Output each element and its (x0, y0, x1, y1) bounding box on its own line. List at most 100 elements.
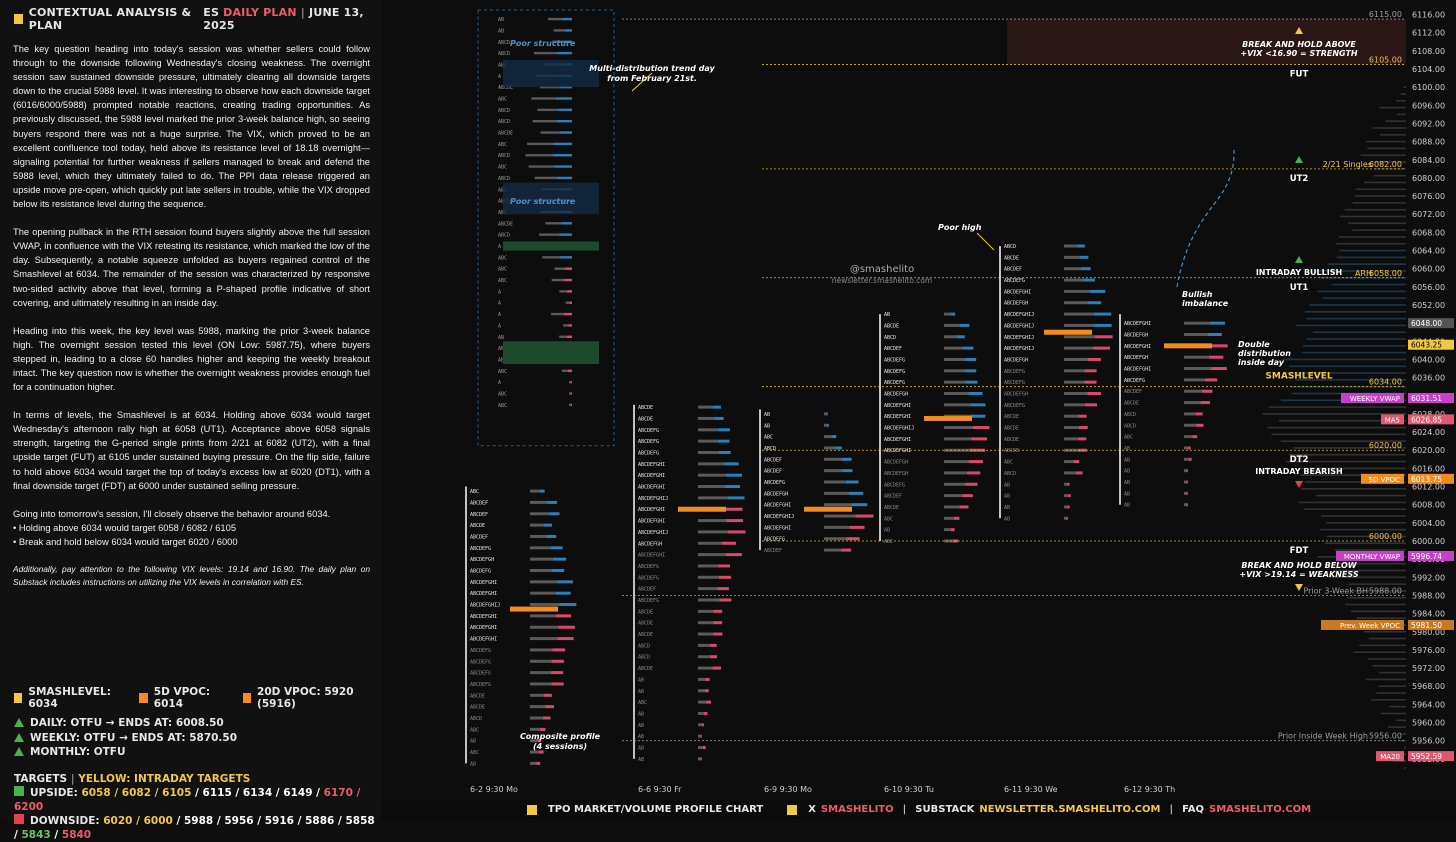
tpo-letters: ABCDEF (1124, 389, 1142, 395)
tpo-letters: AB (1004, 482, 1010, 488)
volume-bar (722, 541, 737, 545)
volume-bar (558, 233, 572, 236)
x-handle-link[interactable]: SMASHELITO (820, 804, 894, 815)
volume-bar (827, 423, 829, 427)
tpo-letters: ABC (498, 142, 507, 148)
tpo-letters: ABCD (638, 643, 650, 649)
volume-bar (566, 290, 572, 293)
volume-profile-bar (1302, 351, 1406, 354)
tpo-letters: ABCDEFGHI (470, 637, 497, 643)
tpo-letters: AB (498, 28, 504, 34)
volume-bar (1064, 414, 1079, 418)
volume-bar (1087, 357, 1101, 361)
volume-bar (698, 711, 704, 715)
y-tick-label: 6104.00 (1412, 65, 1445, 74)
tpo-letters: ABCDEFGHIJ (1004, 323, 1034, 329)
volume-bar (944, 426, 973, 430)
substack-link[interactable]: NEWSLETTER.SMASHELITO.COM (979, 804, 1161, 815)
tpo-letters: ABCDEFGHI (1124, 344, 1151, 350)
current-price-label: 6048.00 (1411, 319, 1442, 328)
downside-green: 5843 (21, 829, 51, 841)
tpo-letters: ABC (470, 750, 479, 756)
tpo-letters: ABCDEF (1004, 267, 1022, 273)
volume-bar (698, 575, 719, 579)
y-tick-label: 6080.00 (1412, 174, 1445, 183)
y-tick-label: 6036.00 (1412, 374, 1445, 383)
paragraph: Heading into this week, the key level wa… (13, 325, 370, 393)
volume-profile-bar (1379, 671, 1406, 674)
volume-profile-bar (1388, 705, 1406, 708)
volume-bar (968, 460, 983, 464)
volume-bar (725, 473, 743, 477)
volume-bar (965, 482, 978, 486)
tpo-letters: ABCDEFG (470, 682, 491, 688)
volume-profile-bar (1295, 379, 1406, 381)
tpo-letters: AB (638, 711, 644, 717)
volume-bar (1064, 437, 1079, 441)
volume-bar (530, 659, 552, 663)
y-tick-label: 6092.00 (1412, 119, 1445, 128)
tpo-letters: AB (1124, 491, 1130, 497)
y-tick-label: 6020.00 (1412, 446, 1445, 455)
volume-bar (551, 682, 564, 686)
volume-bar (944, 539, 953, 543)
level-name: DT2 (1290, 455, 1309, 465)
tpo-letters: ABCDEFG (470, 671, 491, 677)
volume-bar (1087, 392, 1101, 395)
level-price: 6020.00 (1369, 441, 1402, 450)
triangle-up-icon (1295, 156, 1303, 163)
tpo-letters: ABCDEFGHI (470, 591, 497, 597)
volume-bar (824, 446, 836, 450)
key-level-label: 20D VPOC: 5920 (5916) (257, 686, 354, 710)
volume-bar (957, 335, 965, 339)
volume-bar (713, 621, 723, 625)
volume-profile-bar (1353, 651, 1406, 653)
volume-bar (727, 496, 745, 500)
footer-square-icon (526, 804, 537, 815)
volume-bar (824, 412, 827, 416)
volume-bar (1208, 355, 1224, 359)
paragraph: The opening pullback in the RTH session … (13, 227, 370, 308)
volume-profile-bar (1339, 249, 1406, 252)
volume-bar (698, 416, 715, 420)
volume-bar (530, 500, 548, 504)
level-name: FUT (1290, 69, 1309, 79)
volume-bar (703, 711, 708, 715)
faq-link[interactable]: SMASHELITO.COM (1209, 804, 1312, 815)
indicator-badge (1341, 393, 1404, 404)
volume-bar (1064, 255, 1080, 259)
tpo-letters: ABCDEFGH (1004, 357, 1028, 363)
volume-bar (944, 437, 972, 441)
tpo-letters: ABC (470, 727, 479, 733)
volume-bar (700, 734, 702, 738)
volume-bar (698, 723, 702, 727)
volume-bar (969, 448, 985, 452)
paragraph: The key question heading into today's se… (13, 44, 370, 210)
volume-bar (1093, 346, 1110, 350)
otfu-label: WEEKLY: OTFU → ENDS AT: 5870.50 (30, 731, 238, 744)
closing-bullets: • Holding above 6034 would target 6058 /… (13, 521, 370, 549)
volume-bar (824, 435, 832, 439)
composite-label: Composite profile (520, 732, 601, 741)
volume-bar (539, 727, 546, 731)
level-price: 6000.00 (1369, 532, 1402, 541)
key-level-item: 5D VPOC: 6014 (139, 686, 228, 710)
volume-bar (1077, 244, 1085, 248)
indicator-badge (1361, 473, 1404, 484)
y-tick-label: 6060.00 (1412, 265, 1445, 274)
volume-bar (1068, 494, 1071, 498)
tpo-letters: ABCDEFG (638, 564, 659, 570)
volume-profile-bar (1371, 699, 1406, 701)
tpo-letters: A (498, 312, 501, 318)
price-badge-label: 6013.75 (1411, 475, 1442, 484)
tpo-letters: ABCDEF (764, 457, 782, 463)
volume-bar (561, 369, 568, 373)
tpo-letters: ABC (884, 539, 893, 545)
tpo-letters: ABCD (498, 233, 510, 239)
tpo-letters: ABC (498, 210, 507, 216)
volume-profile-bar (1336, 256, 1406, 259)
tpo-letters: A (498, 74, 501, 80)
y-tick-label: 5992.00 (1412, 573, 1445, 582)
volume-bar (698, 519, 727, 523)
volume-bar (723, 462, 739, 466)
